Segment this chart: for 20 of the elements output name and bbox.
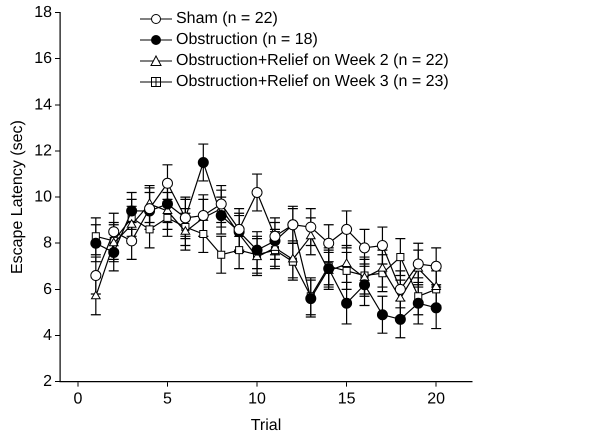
y-tick-label: 2 (43, 373, 52, 390)
y-tick-label: 18 (34, 4, 52, 22)
x-tick-label: 20 (427, 390, 446, 408)
x-tick-label: 15 (338, 390, 356, 408)
x-tick-label: 0 (73, 390, 82, 408)
y-axis-title: Escape Latency (sec) (9, 120, 26, 274)
y-tick-label: 14 (34, 96, 52, 114)
y-tick-label: 12 (34, 142, 52, 160)
y-tick-label: 16 (34, 50, 52, 68)
y-tick-label: 4 (43, 326, 52, 344)
y-tick-label: 10 (34, 188, 52, 206)
y-tick-label: 6 (43, 280, 52, 298)
legend-label: Sham (n = 22) (176, 9, 278, 29)
x-tick-label: 5 (163, 390, 172, 408)
legend-label: Obstruction+Relief on Week 3 (n = 23) (176, 72, 449, 92)
x-tick-label: 10 (248, 390, 266, 408)
legend-label: Obstruction+Relief on Week 2 (n = 22) (176, 51, 449, 71)
legend-label: Obstruction (n = 18) (176, 30, 318, 50)
y-tick-label: 8 (43, 234, 52, 252)
x-axis-title: Trial (250, 416, 282, 434)
